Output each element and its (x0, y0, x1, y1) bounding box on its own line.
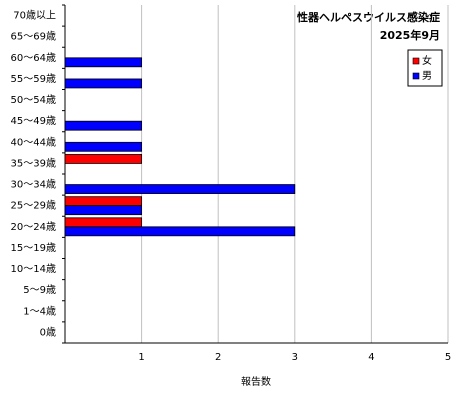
y-tick-label: 35～39歳 (11, 157, 56, 169)
y-tick-label: 0歳 (40, 326, 56, 338)
bar (64, 120, 142, 131)
y-tick-label: 55～59歳 (11, 73, 56, 85)
bar (64, 226, 296, 237)
legend-swatch (412, 72, 420, 80)
bar (64, 141, 142, 152)
x-tick-label: 4 (368, 352, 374, 363)
y-tick-label: 70歳以上 (13, 10, 56, 22)
y-tick-label: 40～44歳 (11, 136, 56, 148)
y-tick-label: 10～14歳 (11, 263, 56, 275)
bar (64, 205, 142, 216)
y-tick-label: 1～4歳 (23, 305, 56, 317)
chart-subtitle: 2025年9月 (380, 28, 440, 42)
y-tick-label: 5～9歳 (23, 284, 56, 296)
chart-title: 性器ヘルペスウイルス感染症 (297, 10, 440, 24)
bar (64, 57, 142, 68)
y-tick-label: 25～29歳 (11, 200, 56, 212)
bar (64, 154, 142, 164)
y-tick-label: 60～64歳 (11, 52, 56, 64)
legend-swatch (412, 57, 420, 65)
x-axis-label: 報告数 (241, 375, 271, 388)
legend-box (407, 49, 443, 87)
bar (64, 184, 296, 194)
y-tick-label: 20～24歳 (11, 221, 56, 233)
legend-label: 女 (422, 54, 432, 67)
y-tick-label: 30～34歳 (11, 179, 56, 191)
bar (64, 78, 142, 89)
legend-label: 男 (422, 70, 432, 82)
y-tick-label: 15～19歳 (11, 242, 56, 254)
bar (64, 217, 142, 228)
x-tick-label: 2 (215, 352, 221, 363)
x-tick-label: 1 (138, 352, 144, 363)
y-tick-label: 50～54歳 (11, 94, 56, 106)
x-tick-label: 3 (292, 352, 298, 363)
bar (64, 196, 142, 207)
y-tick-label: 45～49歳 (11, 115, 56, 127)
x-tick-label: 5 (445, 352, 451, 363)
y-tick-label: 65～69歳 (11, 31, 56, 43)
